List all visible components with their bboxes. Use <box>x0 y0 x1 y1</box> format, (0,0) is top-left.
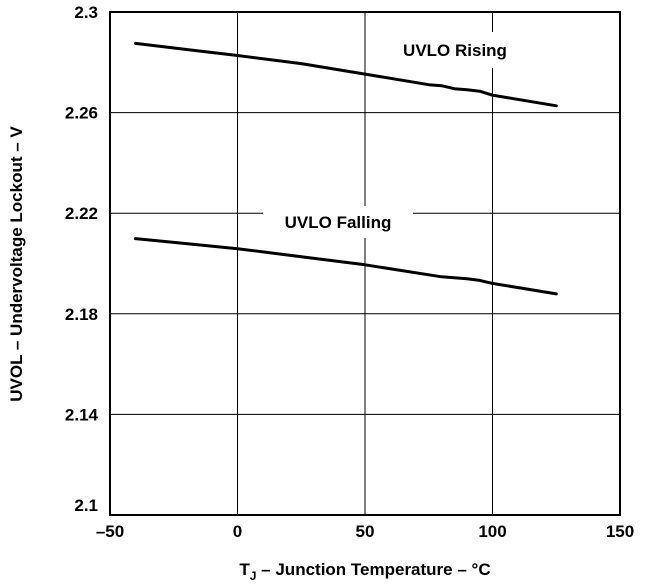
y-axis-title: UVOL – Undervoltage Lockout – V <box>7 126 26 402</box>
series-line <box>134 237 558 296</box>
x-tick-label: 0 <box>233 522 242 541</box>
y-tick-label: 2.14 <box>65 405 99 424</box>
y-tick-label: 2.1 <box>74 496 98 515</box>
tick-labels: –50 0 50 100 150 2.1 2.14 2.18 2.22 2.26 2.3 <box>65 3 634 541</box>
y-tick-label: 2.18 <box>65 305 98 324</box>
x-axis-title: TJ – Junction Temperature – °C <box>239 560 490 583</box>
series-line <box>134 41 558 108</box>
plot-frame <box>109 11 621 516</box>
x-tick-label: –50 <box>96 522 124 541</box>
series-labels: UVLO Rising UVLO Falling <box>285 41 507 232</box>
x-tick-label: 100 <box>478 522 506 541</box>
series-lines <box>134 41 558 296</box>
y-tick-label: 2.22 <box>65 204 98 223</box>
series-label-background <box>380 32 530 68</box>
series-label-background <box>263 206 413 238</box>
y-tick-label: 2.26 <box>65 104 98 123</box>
x-tick-label: 150 <box>606 522 634 541</box>
y-tick-label: 2.3 <box>74 3 98 22</box>
series-label: UVLO Rising <box>403 41 507 60</box>
series-label: UVLO Falling <box>285 213 392 232</box>
series-label-masks <box>263 32 530 238</box>
x-tick-label: 50 <box>356 522 375 541</box>
